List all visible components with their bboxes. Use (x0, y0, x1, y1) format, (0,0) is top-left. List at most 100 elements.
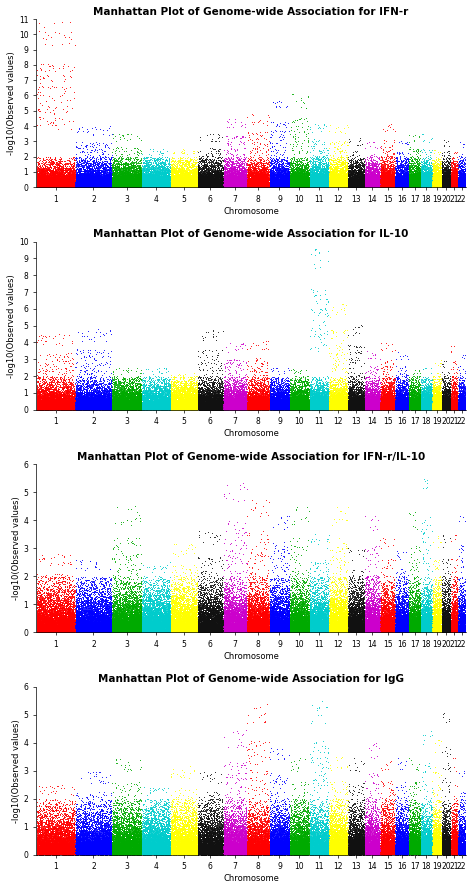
Point (286, 603, 294, 617)
Point (461, 172, 469, 186)
Point (359, 175, 366, 190)
Point (291, 846, 298, 860)
Point (315, 843, 323, 857)
Point (233, 617, 241, 631)
Point (233, 618, 241, 632)
Point (251, 170, 259, 184)
Point (210, 178, 218, 192)
Point (408, 400, 416, 414)
Point (61, 840, 68, 854)
Point (148, 398, 156, 412)
Point (97, 163, 105, 177)
Point (146, 839, 154, 854)
Point (66, 619, 73, 634)
Point (61, 831, 68, 845)
Point (151, 393, 159, 408)
Point (280, 402, 287, 417)
Point (44, 174, 51, 189)
Point (441, 169, 448, 183)
Point (159, 841, 166, 855)
Point (312, 402, 320, 417)
Point (173, 829, 180, 843)
Point (90, 607, 97, 621)
Point (42, 381, 49, 395)
Point (190, 610, 197, 624)
Point (312, 825, 320, 839)
Point (83, 402, 91, 417)
Point (242, 619, 250, 634)
Point (52, 841, 60, 855)
Point (104, 839, 111, 854)
Point (335, 829, 342, 843)
Point (106, 835, 114, 849)
Point (263, 180, 270, 194)
Point (431, 176, 439, 190)
Point (299, 625, 306, 639)
Point (134, 834, 141, 848)
Point (88, 622, 96, 636)
Point (451, 175, 459, 190)
Point (237, 378, 244, 392)
Point (162, 172, 169, 186)
Point (403, 837, 410, 852)
Point (319, 837, 327, 851)
Point (143, 177, 150, 191)
Point (37, 839, 45, 854)
Point (59, 111, 66, 125)
Point (172, 623, 180, 637)
Point (159, 400, 167, 415)
Point (284, 160, 292, 174)
Point (440, 837, 447, 851)
Point (186, 829, 193, 843)
Point (312, 396, 320, 410)
Point (273, 844, 280, 858)
Point (152, 402, 160, 417)
Point (356, 401, 363, 416)
Point (388, 157, 395, 171)
Point (62, 172, 70, 186)
Point (297, 373, 304, 387)
Point (349, 402, 356, 417)
Point (310, 388, 318, 402)
Point (307, 837, 314, 852)
Point (364, 178, 372, 192)
Point (71, 173, 78, 187)
Point (275, 179, 283, 193)
Point (162, 392, 170, 407)
Point (320, 624, 328, 638)
Point (57, 179, 65, 193)
Point (433, 401, 441, 416)
Point (332, 620, 339, 635)
Point (46, 391, 54, 405)
Point (334, 822, 341, 837)
Point (366, 841, 374, 855)
Point (297, 399, 304, 413)
Point (280, 170, 287, 184)
Point (91, 844, 98, 858)
Point (316, 386, 323, 400)
Point (331, 837, 338, 851)
Point (420, 621, 428, 635)
Point (139, 618, 146, 632)
Point (222, 824, 230, 838)
Point (53, 392, 61, 406)
Point (195, 179, 203, 193)
Point (437, 611, 444, 625)
Point (179, 398, 187, 412)
Point (135, 793, 142, 807)
Point (336, 168, 344, 182)
Point (48, 180, 56, 194)
Point (90, 846, 98, 861)
Point (141, 385, 149, 400)
Point (294, 180, 301, 194)
Point (269, 173, 276, 187)
Point (357, 175, 365, 190)
Point (395, 392, 403, 407)
Point (184, 392, 192, 406)
Point (122, 385, 130, 400)
Point (113, 164, 121, 178)
Point (329, 157, 337, 171)
Point (350, 173, 358, 187)
Point (135, 179, 143, 193)
Point (328, 383, 336, 397)
